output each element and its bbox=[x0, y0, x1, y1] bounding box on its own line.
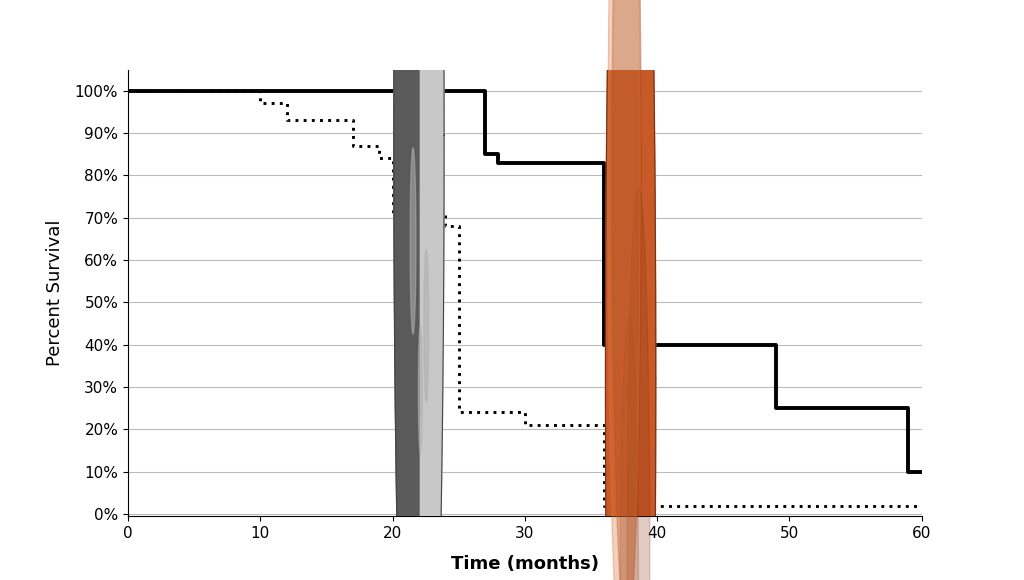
Polygon shape bbox=[394, 0, 419, 580]
Polygon shape bbox=[605, 0, 655, 580]
Polygon shape bbox=[419, 326, 422, 453]
Y-axis label: Percent Survival: Percent Survival bbox=[46, 220, 63, 366]
X-axis label: Time (months): Time (months) bbox=[451, 555, 599, 573]
Polygon shape bbox=[621, 315, 639, 580]
Polygon shape bbox=[394, 0, 444, 580]
Polygon shape bbox=[424, 249, 429, 402]
Polygon shape bbox=[607, 0, 640, 580]
Polygon shape bbox=[420, 0, 428, 38]
Polygon shape bbox=[628, 188, 650, 580]
Polygon shape bbox=[411, 148, 416, 334]
Polygon shape bbox=[612, 0, 641, 580]
